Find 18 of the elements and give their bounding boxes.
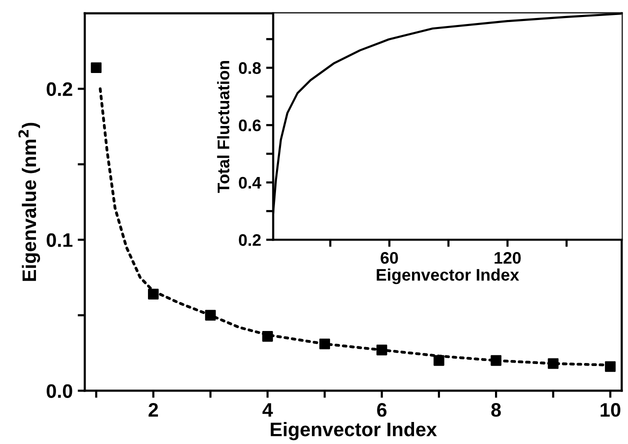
x-tick-label: 60 (380, 252, 398, 264)
x-axis-title: Eigenvector Index (270, 422, 437, 440)
y-tick-label: 0.2 (238, 234, 261, 246)
x-tick-label: 4 (262, 403, 273, 417)
y-tick-label: 0.1 (46, 233, 72, 247)
y-axis-title: Eigenvalue (nm$^{2}$) (18, 122, 40, 281)
x-tick-label: 10 (600, 403, 620, 417)
y-axis-title: Total Fluctuation (217, 61, 230, 193)
y-tick-label: 0.8 (238, 62, 261, 74)
y-tick-label: 0.2 (46, 82, 72, 96)
x-tick-label: 6 (377, 403, 387, 417)
y-tick-label: 0.4 (238, 176, 262, 189)
x-axis-title: Eigenvector Index (376, 268, 520, 284)
y-tick-label: 0.0 (46, 384, 72, 398)
x-tick-label: 2 (148, 403, 158, 417)
x-tick-label: 120 (494, 252, 521, 264)
y-tick-label: 0.6 (238, 120, 261, 132)
x-tick-label: 8 (491, 403, 501, 417)
